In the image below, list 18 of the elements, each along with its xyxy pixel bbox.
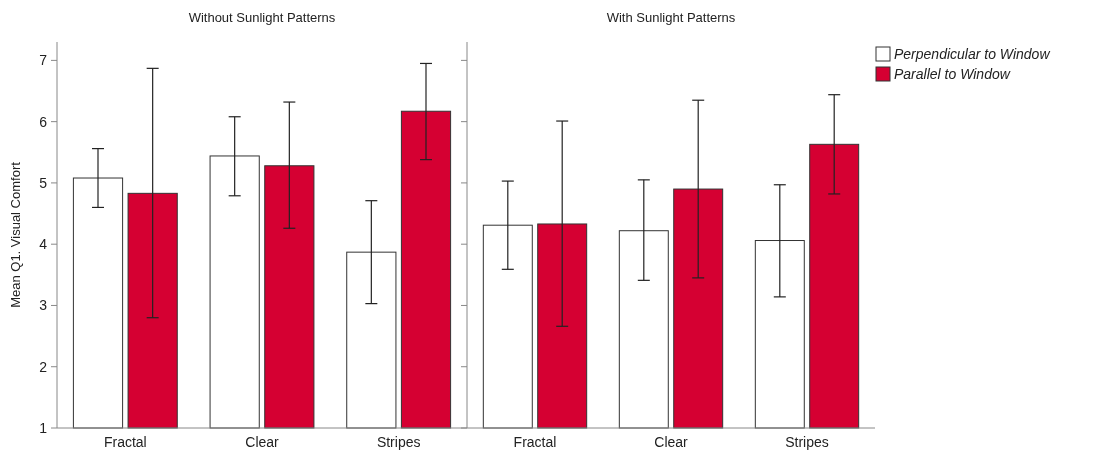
x-tick-label: Fractal — [513, 434, 557, 450]
legend-label: Parallel to Window — [894, 65, 1011, 82]
x-tick-label: Fractal — [103, 434, 147, 450]
y-tick-label: 5 — [39, 174, 48, 191]
y-tick-label: 1 — [39, 419, 48, 436]
x-tick-label: Clear — [654, 434, 689, 450]
chart-title: Without Sunlight Patterns — [188, 10, 336, 25]
legend-label: Perpendicular to Window — [894, 45, 1051, 62]
y-tick-label: 2 — [39, 358, 48, 375]
x-tick-label: Stripes — [785, 434, 829, 450]
y-tick-label: 7 — [39, 52, 48, 69]
chart-title: With Sunlight Patterns — [606, 10, 736, 25]
x-tick-label: Stripes — [376, 434, 421, 450]
y-tick-label: 3 — [39, 297, 48, 314]
y-tick-label: 6 — [39, 113, 48, 130]
y-tick-label: 4 — [39, 236, 48, 253]
y-axis-title: Mean Q1. Visual Comfort — [8, 161, 23, 308]
x-tick-label: Clear — [245, 434, 280, 450]
